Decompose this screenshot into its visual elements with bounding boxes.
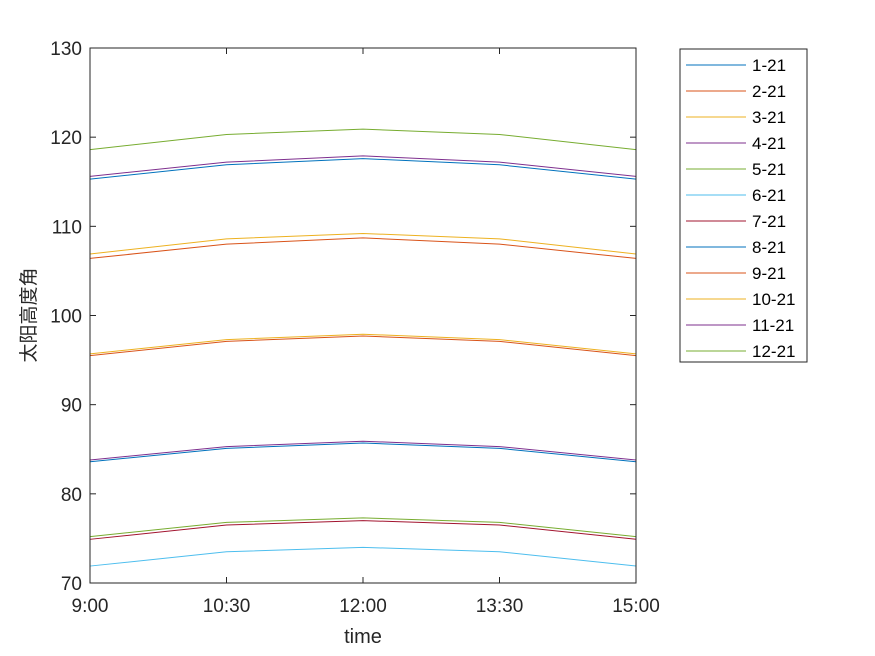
legend-entry: 5-21 <box>686 160 786 179</box>
y-tick-label: 90 <box>61 396 82 417</box>
x-tick-label: 15:00 <box>612 596 660 617</box>
legend-entry: 2-21 <box>686 82 786 101</box>
legend-label: 10-21 <box>752 290 795 309</box>
legend-entry: 1-21 <box>686 56 786 75</box>
y-tick-label: 130 <box>50 39 82 60</box>
y-axis-ticks: 70 80 90 100 110 120 130 <box>50 39 636 595</box>
legend-entry: 4-21 <box>686 134 786 153</box>
series-line-7-21 <box>89 520 637 540</box>
legend-entry: 3-21 <box>686 108 786 127</box>
x-tick-label: 10:30 <box>203 596 251 617</box>
legend-label: 4-21 <box>752 134 786 153</box>
x-tick-label: 9:00 <box>72 596 109 617</box>
y-tick-label: 70 <box>61 574 82 595</box>
y-tick-label: 110 <box>52 217 82 238</box>
legend-label: 6-21 <box>752 186 786 205</box>
x-axis-label: time <box>344 626 382 648</box>
legend-label: 11-21 <box>752 316 794 335</box>
legend-items: 1-21 2-21 3-21 4-21 5-21 6-21 7-21 8-21 9-21 10-2… <box>686 56 795 361</box>
series-line-3-21 <box>89 333 637 355</box>
x-tick-label: 13:30 <box>476 596 524 617</box>
x-tick-label: 12:00 <box>339 596 387 617</box>
series-line-8-21 <box>89 442 637 463</box>
legend-label: 8-21 <box>752 238 786 257</box>
series-line-2-21 <box>89 237 637 259</box>
legend-label: 7-21 <box>752 212 786 231</box>
series-line-9-21 <box>89 335 637 357</box>
legend-box <box>679 48 808 363</box>
y-tick-label: 100 <box>50 307 82 328</box>
legend-entry: 9-21 <box>686 264 786 283</box>
legend-entry: 7-21 <box>686 212 786 231</box>
x-axis-ticks: 9:00 10:30 12:00 13:30 15:00 <box>72 48 660 617</box>
legend-label: 2-21 <box>752 82 786 101</box>
series-line-10-21 <box>89 232 637 255</box>
legend-entry: 10-21 <box>686 290 795 309</box>
series-line-1-21 <box>89 158 637 180</box>
legend-entry: 12-21 <box>686 342 795 361</box>
series-line-4-21 <box>89 440 637 461</box>
y-tick-label: 80 <box>61 485 82 506</box>
legend-label: 3-21 <box>752 108 786 127</box>
series-layer <box>89 128 637 567</box>
series-line-11-21 <box>89 155 637 177</box>
legend-label: 9-21 <box>752 264 786 283</box>
legend-entry: 11-21 <box>686 316 794 335</box>
y-tick-label: 120 <box>50 128 82 149</box>
legend-label: 1-21 <box>752 56 786 75</box>
legend-entry: 8-21 <box>686 238 786 257</box>
legend-entry: 6-21 <box>686 186 786 205</box>
legend-label: 12-21 <box>752 342 795 361</box>
series-line-6-21 <box>89 546 637 567</box>
series-line-5-21 <box>89 517 637 538</box>
legend-label: 5-21 <box>752 160 786 179</box>
series-line-12-21 <box>89 128 637 151</box>
plot-area <box>90 48 636 583</box>
y-axis-label: 太阳高度角 <box>18 267 40 362</box>
legend: 1-21 2-21 3-21 4-21 5-21 6-21 7-21 8-21 9-21 10-2… <box>679 48 808 363</box>
